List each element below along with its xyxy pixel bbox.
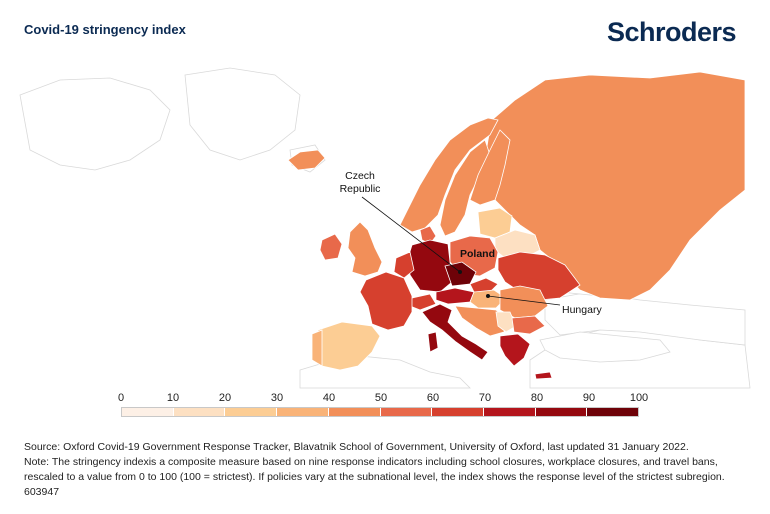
annotation-czech-republic: Czech Republic <box>340 170 462 274</box>
legend-bin-50-60 <box>380 408 433 416</box>
legend-bin-10-20 <box>173 408 226 416</box>
footnote: Source: Oxford Covid-19 Government Respo… <box>24 440 754 500</box>
legend-bin-90-100 <box>587 408 639 416</box>
country-norway <box>399 117 499 233</box>
country-ireland <box>319 233 343 261</box>
schroders-logo: Schroders <box>607 17 737 47</box>
label-czech-republic-line1: Czech <box>345 170 375 182</box>
europe-map: Czech Republic Poland Hungary <box>19 67 751 389</box>
legend-tick-60: 60 <box>426 392 440 404</box>
legend-color-scale <box>121 407 639 417</box>
country-greece <box>499 333 531 367</box>
legend-tick-0: 0 <box>117 392 125 404</box>
country-balkans <box>454 305 509 337</box>
legend-bin-70-80 <box>483 408 536 416</box>
legend-bin-40-50 <box>328 408 381 416</box>
country-czech-republic <box>444 261 477 287</box>
legend-bin-80-90 <box>535 408 588 416</box>
label-poland: Poland <box>460 248 495 260</box>
footnote-note: Note: The stringency indexis a composite… <box>24 456 725 498</box>
legend-tick-100: 100 <box>629 392 649 404</box>
country-iceland <box>287 149 326 171</box>
country-hungary <box>469 289 507 309</box>
legend-tick-90: 90 <box>582 392 596 404</box>
legend-tick-50: 50 <box>374 392 388 404</box>
country-bulgaria <box>511 315 546 335</box>
legend-bin-0-10 <box>122 408 174 416</box>
country-france <box>359 271 413 331</box>
country-austria <box>435 287 475 305</box>
legend-tick-20: 20 <box>218 392 232 404</box>
country-slovakia <box>469 277 499 293</box>
annotation-hungary: Hungary <box>486 294 602 316</box>
legend-tick-30: 30 <box>270 392 284 404</box>
chart-title: Covid-19 stringency index <box>24 22 186 37</box>
annotation-poland: Poland <box>460 248 495 260</box>
legend-tick-80: 80 <box>530 392 544 404</box>
legend-bin-60-70 <box>432 408 484 416</box>
label-hungary: Hungary <box>562 304 602 316</box>
legend-bin-30-40 <box>277 408 329 416</box>
country-romania <box>499 285 549 319</box>
country-uk <box>347 221 383 277</box>
country-denmark <box>419 225 437 245</box>
country-italy <box>421 303 489 361</box>
country-crete <box>534 371 553 380</box>
country-finland <box>469 129 511 206</box>
country-portugal <box>311 329 323 367</box>
country-turkey <box>539 331 671 363</box>
legend-tick-10: 10 <box>166 392 180 404</box>
legend-tick-70: 70 <box>478 392 492 404</box>
legend-tick-40: 40 <box>322 392 336 404</box>
country-serbia <box>495 311 517 333</box>
label-czech-republic-line2: Republic <box>340 183 381 195</box>
country-italy-sardinia <box>427 331 439 353</box>
country-russia <box>484 71 746 301</box>
footnote-source: Source: Oxford Covid-19 Government Respo… <box>24 441 689 453</box>
legend-bin-20-30 <box>225 408 278 416</box>
country-benelux <box>393 251 415 279</box>
